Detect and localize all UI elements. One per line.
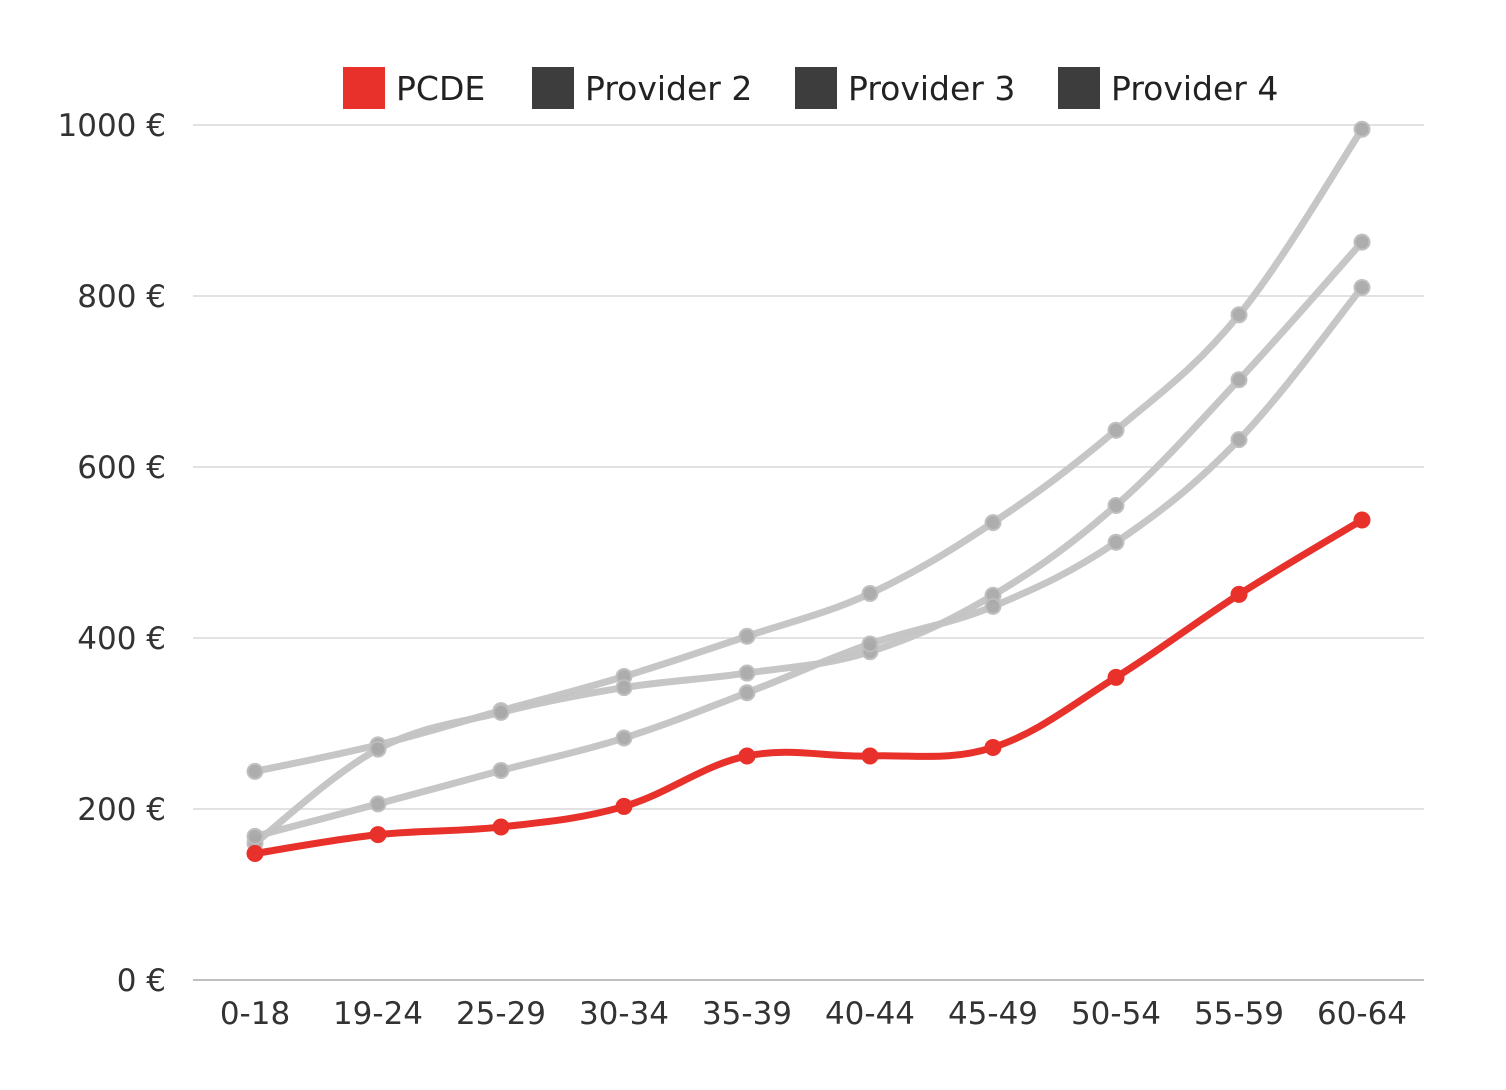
data-point-provider-3[interactable] bbox=[615, 679, 633, 697]
data-point-provider-4[interactable] bbox=[369, 795, 387, 813]
legend-label: Provider 3 bbox=[848, 69, 1015, 108]
series-provider-4 bbox=[246, 278, 1371, 845]
data-point-provider-3[interactable] bbox=[1353, 233, 1371, 251]
x-tick-label: 50-54 bbox=[1071, 996, 1161, 1032]
data-point-pcde[interactable] bbox=[246, 844, 264, 862]
data-point-provider-4[interactable] bbox=[615, 729, 633, 747]
y-tick-label: 0 € bbox=[117, 963, 166, 999]
data-point-pcde[interactable] bbox=[861, 747, 879, 765]
series-line-provider-4 bbox=[251, 283, 1366, 840]
y-tick-label: 1000 € bbox=[58, 108, 166, 144]
data-point-pcde[interactable] bbox=[1353, 511, 1371, 529]
data-point-provider-4[interactable] bbox=[1107, 533, 1125, 551]
data-point-provider-2[interactable] bbox=[1107, 421, 1125, 439]
data-point-provider-4[interactable] bbox=[984, 597, 1002, 615]
y-tick-label: 800 € bbox=[77, 279, 166, 315]
data-point-pcde[interactable] bbox=[1230, 585, 1248, 603]
x-tick-label: 45-49 bbox=[948, 996, 1038, 1032]
data-point-pcde[interactable] bbox=[984, 738, 1002, 756]
data-point-provider-4[interactable] bbox=[861, 635, 879, 653]
series-line-pcde bbox=[251, 516, 1366, 857]
grid-layer bbox=[193, 124, 1424, 981]
x-axis-tick-labels: 0-18 19-24 25-29 30-34 35-39 40-44 45-49 50-54 5… bbox=[220, 996, 1407, 1032]
x-tick-label: 30-34 bbox=[579, 996, 669, 1032]
data-point-provider-3[interactable] bbox=[492, 703, 510, 721]
legend: PCDE Provider 2 Provider 3 Provider 4 bbox=[343, 67, 1278, 109]
data-point-provider-4[interactable] bbox=[1353, 278, 1371, 296]
legend-swatch bbox=[343, 67, 385, 109]
x-tick-label: 19-24 bbox=[333, 996, 423, 1032]
x-tick-label: 60-64 bbox=[1317, 996, 1407, 1032]
series-provider-2 bbox=[246, 120, 1371, 780]
data-point-provider-3[interactable] bbox=[369, 740, 387, 758]
y-tick-label: 200 € bbox=[77, 792, 166, 828]
data-point-pcde[interactable] bbox=[1107, 668, 1125, 686]
data-point-provider-2[interactable] bbox=[861, 585, 879, 603]
series-pcde bbox=[246, 511, 1371, 862]
data-point-provider-2[interactable] bbox=[1230, 306, 1248, 324]
legend-label: Provider 2 bbox=[585, 69, 752, 108]
legend-swatch bbox=[1058, 67, 1100, 109]
x-tick-label: 40-44 bbox=[825, 996, 915, 1032]
x-tick-label: 35-39 bbox=[702, 996, 792, 1032]
data-point-pcde[interactable] bbox=[369, 826, 387, 844]
legend-label: Provider 4 bbox=[1111, 69, 1278, 108]
legend-label: PCDE bbox=[396, 69, 485, 108]
data-point-provider-2[interactable] bbox=[984, 514, 1002, 532]
legend-item-provider-3[interactable]: Provider 3 bbox=[795, 67, 1015, 109]
x-tick-label: 55-59 bbox=[1194, 996, 1284, 1032]
legend-swatch bbox=[795, 67, 837, 109]
data-point-provider-3[interactable] bbox=[1107, 496, 1125, 514]
y-tick-label: 600 € bbox=[77, 450, 166, 486]
series-provider-3 bbox=[246, 233, 1371, 852]
data-point-provider-2[interactable] bbox=[246, 762, 264, 780]
data-point-provider-4[interactable] bbox=[492, 762, 510, 780]
data-point-provider-2[interactable] bbox=[1353, 120, 1371, 138]
x-tick-label: 0-18 bbox=[220, 996, 290, 1032]
data-point-pcde[interactable] bbox=[615, 797, 633, 815]
series-layer bbox=[246, 120, 1371, 862]
data-point-provider-4[interactable] bbox=[246, 827, 264, 845]
y-tick-label: 400 € bbox=[77, 621, 166, 657]
data-point-provider-2[interactable] bbox=[738, 627, 756, 645]
data-point-provider-3[interactable] bbox=[738, 664, 756, 682]
data-point-pcde[interactable] bbox=[738, 747, 756, 765]
legend-item-provider-2[interactable]: Provider 2 bbox=[532, 67, 752, 109]
y-axis-tick-labels: 0 € 200 € 400 € 600 € 800 € 1000 € bbox=[58, 108, 166, 999]
legend-item-pcde[interactable]: PCDE bbox=[343, 67, 485, 109]
data-point-provider-4[interactable] bbox=[738, 684, 756, 702]
x-tick-label: 25-29 bbox=[456, 996, 546, 1032]
data-point-pcde[interactable] bbox=[492, 818, 510, 836]
series-line-provider-2 bbox=[251, 125, 1366, 775]
legend-swatch bbox=[532, 67, 574, 109]
data-point-provider-4[interactable] bbox=[1230, 431, 1248, 449]
legend-item-provider-4[interactable]: Provider 4 bbox=[1058, 67, 1278, 109]
data-point-provider-3[interactable] bbox=[1230, 371, 1248, 389]
